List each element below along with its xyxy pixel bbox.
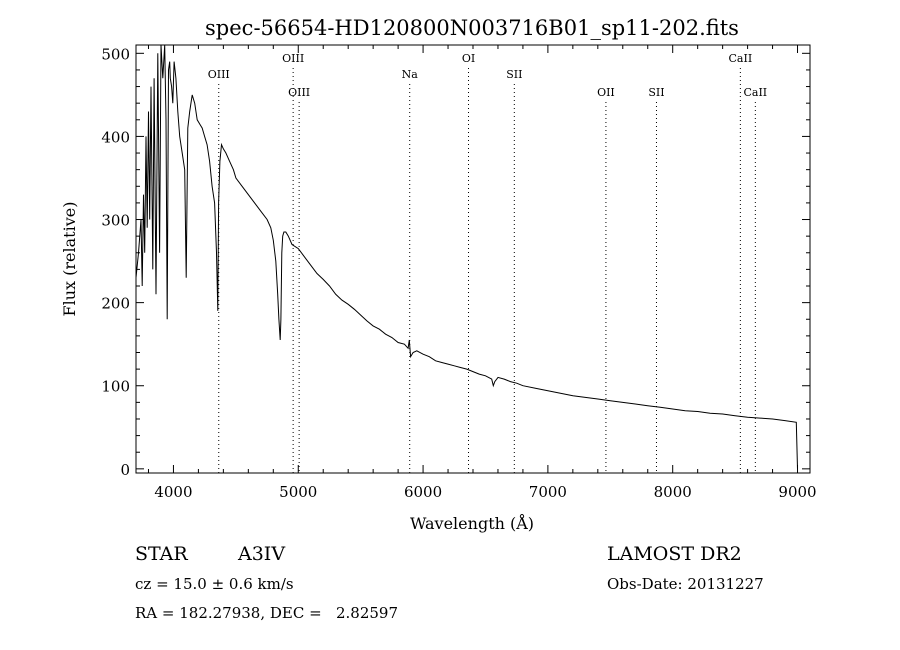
line-marker-label: SII [648,86,664,99]
spectral-class: A3IV [238,543,286,565]
line-marker-label: SII [506,68,522,81]
spectrum-line [135,44,798,469]
y-tick-label: 300 [101,212,130,230]
line-marker-label: CaII [729,52,753,65]
x-axis-ticks: 4000 5000 6000 7000 8000 9000 [147,45,817,501]
line-marker-label: OIII [208,68,230,81]
line-marker-label: OII [597,86,615,99]
ra-dec-coords: RA = 182.27938, DEC = 2.82597 [135,604,399,622]
line-marker-label: OI [462,52,475,65]
y-tick-label: 400 [101,128,130,146]
redshift-cz: cz = 15.0 ± 0.6 km/s [135,575,294,593]
y-tick-label: 200 [101,295,130,313]
y-tick-label: 500 [101,45,130,63]
y-tick-label: 100 [101,378,130,396]
y-axis-label: Flux (relative) [60,202,79,317]
x-tick-label: 4000 [154,483,192,501]
spectrum-chart: spec-56654-HD120800N003716B01_sp11-202.f… [60,16,817,533]
y-axis-ticks: 0 100 200 300 400 500 [101,45,810,479]
x-tick-label: 8000 [654,483,692,501]
line-marker-label: Na [402,68,419,81]
survey-name: LAMOST DR2 [607,543,742,565]
line-marker-label: OIII [282,52,304,65]
x-tick-label: 6000 [404,483,442,501]
obs-date: Obs-Date: 20131227 [607,575,764,593]
emission-line-markers: OIII OIII OIII Na OI SII OII SII CaII CaII [208,52,767,473]
line-marker-label: CaII [743,86,767,99]
chart-title: spec-56654-HD120800N003716B01_sp11-202.f… [205,16,739,40]
x-axis-label: Wavelength (Å) [410,513,534,533]
x-tick-label: 5000 [279,483,317,501]
plot-frame [135,44,811,474]
object-type: STAR [135,543,188,565]
line-marker-label: OIII [288,86,310,99]
y-tick-label: 0 [120,461,130,479]
x-tick-label: 7000 [529,483,567,501]
x-tick-label: 9000 [778,483,816,501]
